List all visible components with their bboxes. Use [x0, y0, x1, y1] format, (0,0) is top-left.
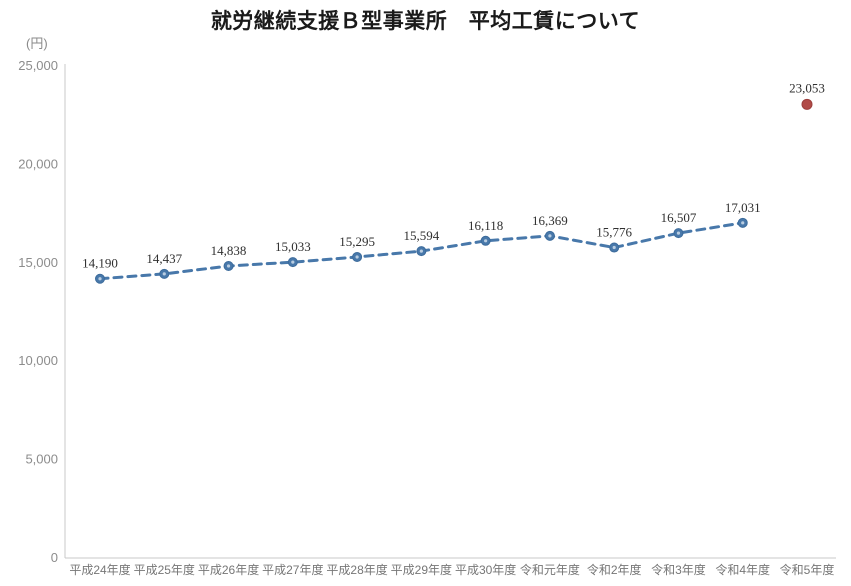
- data-point-marker-center: [741, 221, 745, 225]
- data-point-label: 14,190: [82, 256, 118, 271]
- x-category-label: 平成26年度: [198, 562, 259, 577]
- data-point-marker-center: [676, 231, 681, 235]
- data-point-marker-center: [419, 249, 423, 253]
- data-point-label: 15,295: [339, 234, 375, 249]
- y-tick-label: 15,000: [18, 255, 58, 270]
- highlight-point-label: 23,053: [789, 80, 825, 95]
- x-category-label: 平成25年度: [134, 562, 195, 577]
- data-point-label: 14,838: [211, 243, 247, 258]
- chart-title: 就労継続支援Ｂ型事業所 平均工賃について: [210, 10, 641, 33]
- data-point-label: 16,507: [661, 210, 697, 225]
- y-tick-label: 5,000: [25, 452, 58, 467]
- x-category-label: 令和2年度: [587, 562, 642, 577]
- data-point-marker-center: [162, 272, 166, 276]
- x-category-label: 令和元年度: [520, 562, 580, 577]
- x-category-label: 平成30年度: [455, 562, 516, 577]
- data-point-marker-center: [612, 245, 616, 250]
- y-tick-label: 0: [51, 550, 58, 565]
- y-tick-label: 25,000: [18, 58, 58, 73]
- data-point-marker-center: [98, 277, 102, 281]
- data-point-label: 15,594: [403, 228, 439, 243]
- data-point-marker-center: [226, 264, 231, 268]
- y-axis-unit-label: (円): [26, 36, 48, 51]
- x-category-label: 平成27年度: [262, 562, 323, 577]
- x-category-label: 令和5年度: [780, 562, 835, 577]
- x-category-label: 平成28年度: [326, 562, 387, 577]
- y-tick-label: 20,000: [18, 156, 58, 171]
- x-category-label: 平成29年度: [391, 562, 452, 577]
- data-point-label: 15,776: [596, 225, 632, 240]
- data-point-marker-center: [548, 234, 552, 238]
- data-point-marker-center: [355, 255, 359, 259]
- x-category-label: 令和4年度: [715, 562, 770, 577]
- data-point-marker-center: [484, 239, 488, 243]
- data-point-label: 17,031: [725, 200, 761, 215]
- x-category-label: 令和3年度: [651, 562, 706, 577]
- y-tick-label: 10,000: [18, 353, 58, 368]
- data-point-label: 16,118: [468, 218, 503, 233]
- x-category-label: 平成24年度: [69, 562, 130, 577]
- data-point-label: 15,033: [275, 239, 311, 254]
- highlight-point-marker: [801, 98, 813, 110]
- data-point-label: 16,369: [532, 213, 568, 228]
- data-point-label: 14,437: [146, 251, 182, 266]
- data-point-marker-center: [291, 260, 295, 264]
